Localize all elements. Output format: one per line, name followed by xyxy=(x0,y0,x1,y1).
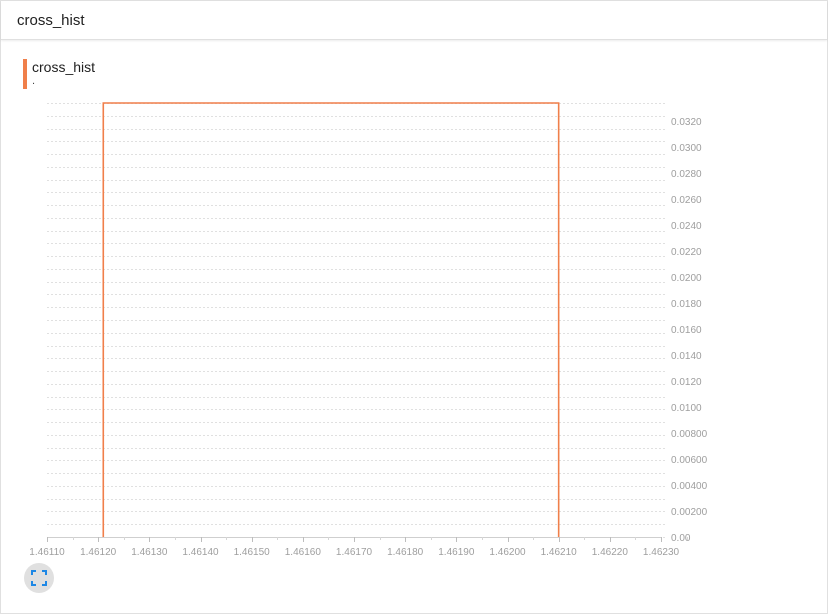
header-title: cross_hist xyxy=(17,12,85,29)
y-tick-label: 0.0120 xyxy=(671,377,702,388)
y-tick-label: 0.0160 xyxy=(671,325,702,336)
x-tick-label: 1.46230 xyxy=(643,547,680,558)
y-tick-label: 0.00200 xyxy=(671,507,708,518)
x-tick-label: 1.46150 xyxy=(234,547,271,558)
y-tick-label: 0.00600 xyxy=(671,455,708,466)
expand-button[interactable] xyxy=(24,563,54,593)
x-tick-label: 1.46110 xyxy=(29,547,65,558)
y-tick-label: 0.0180 xyxy=(671,299,702,310)
x-tick-label: 1.46140 xyxy=(182,547,219,558)
x-tick-label: 1.46120 xyxy=(80,547,117,558)
y-tick-label: 0.0200 xyxy=(671,273,702,284)
y-tick-label: 0.0280 xyxy=(671,169,702,180)
x-tick-label: 1.46160 xyxy=(285,547,322,558)
y-tick-label: 0.00800 xyxy=(671,429,708,440)
x-tick-label: 1.46130 xyxy=(131,547,168,558)
y-tick-label: 0.00400 xyxy=(671,481,708,492)
y-tick-label: 0.00 xyxy=(671,533,691,544)
x-tick-label: 1.46180 xyxy=(387,547,424,558)
y-tick-label: 0.0300 xyxy=(671,143,702,154)
y-tick-label: 0.0100 xyxy=(671,403,702,414)
x-tick-label: 1.46210 xyxy=(541,547,578,558)
x-tick-label: 1.46220 xyxy=(592,547,629,558)
legend-color-swatch xyxy=(23,59,27,89)
histogram-bin xyxy=(102,102,560,537)
y-tick-label: 0.0240 xyxy=(671,221,702,232)
x-tick-label: 1.46170 xyxy=(336,547,373,558)
x-tick-label: 1.46200 xyxy=(489,547,526,558)
fullscreen-icon xyxy=(31,570,47,586)
y-tick-label: 0.0320 xyxy=(671,117,702,128)
legend-series-name: cross_hist xyxy=(32,59,96,75)
card-header: cross_hist xyxy=(1,1,827,40)
x-tick-label: 1.46190 xyxy=(438,547,475,558)
y-tick-label: 0.0140 xyxy=(671,351,702,362)
legend-subtitle: . xyxy=(32,75,36,87)
y-tick-label: 0.0220 xyxy=(671,247,702,258)
y-tick-label: 0.0260 xyxy=(671,195,702,206)
